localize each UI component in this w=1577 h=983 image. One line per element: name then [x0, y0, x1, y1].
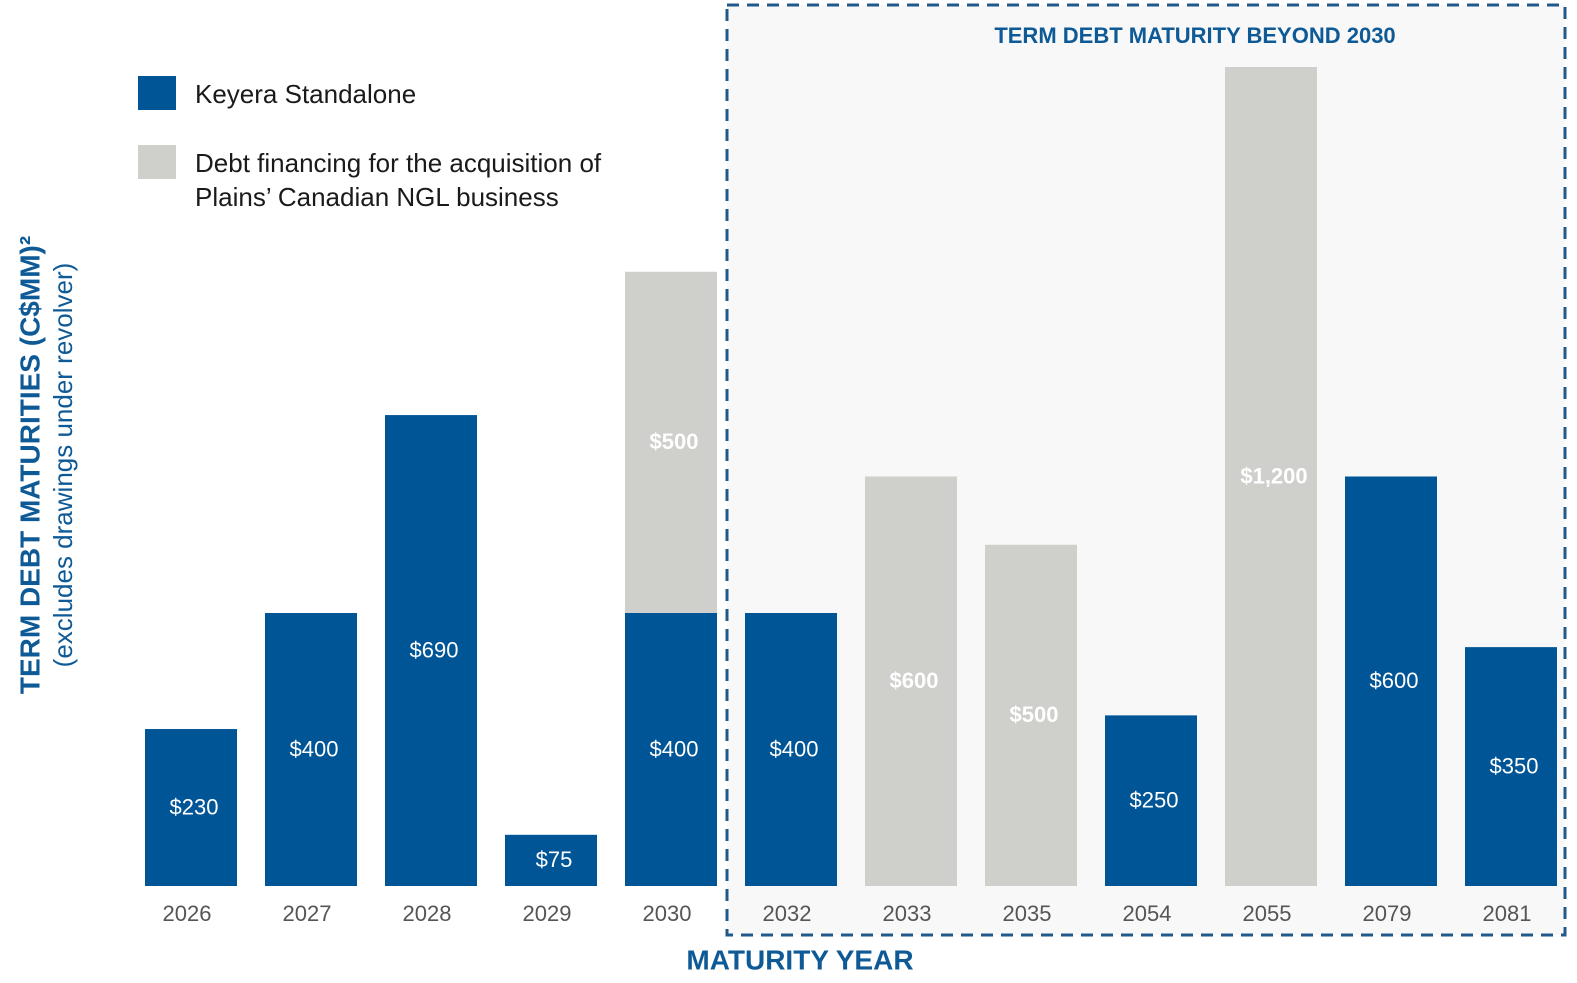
bar-segment — [505, 834, 597, 886]
bar-segment — [1345, 476, 1437, 886]
data-label: $690 — [410, 637, 459, 662]
legend-label: Keyera Standalone — [195, 79, 417, 109]
data-label: $400 — [290, 736, 339, 761]
x-tick-label: 2027 — [283, 901, 332, 926]
x-tick-label: 2035 — [1003, 901, 1052, 926]
x-tick-label: 2055 — [1243, 901, 1292, 926]
data-label: $400 — [650, 736, 699, 761]
bar-segment — [1465, 647, 1557, 886]
data-label: $75 — [536, 847, 573, 872]
y-axis-subtitle: (excludes drawings under revolver) — [48, 263, 78, 668]
data-label: $230 — [170, 794, 219, 819]
data-label: $500 — [1010, 702, 1059, 727]
data-label: $500 — [650, 429, 699, 454]
x-tick-label: 2030 — [643, 901, 692, 926]
bar-segment — [1105, 715, 1197, 886]
x-tick-label: 2079 — [1363, 901, 1412, 926]
data-label: $350 — [1490, 753, 1539, 778]
bar-segment — [265, 613, 357, 886]
legend-label: Debt financing for the acquisition of Pl… — [195, 148, 602, 212]
bar-segment — [1225, 67, 1317, 886]
data-label: $600 — [890, 668, 939, 693]
bar-segment — [745, 613, 837, 886]
data-label: $1,200 — [1240, 463, 1307, 488]
x-tick-label: 2026 — [163, 901, 212, 926]
data-label: $400 — [770, 736, 819, 761]
y-axis-title: TERM DEBT MATURITIES (C$MM)² — [14, 236, 45, 694]
x-tick-label: 2033 — [883, 901, 932, 926]
annotation: TERM DEBT MATURITY BEYOND 2030 — [994, 23, 1395, 48]
legend-swatch — [138, 76, 176, 110]
bar-segment — [625, 613, 717, 886]
bar-segment — [385, 415, 477, 886]
x-tick-label: 2032 — [763, 901, 812, 926]
legend-swatch — [138, 145, 176, 179]
x-tick-label: 2081 — [1483, 901, 1532, 926]
data-label: $250 — [1130, 788, 1179, 813]
x-tick-label: 2054 — [1123, 901, 1172, 926]
x-axis-title: MATURITY YEAR — [686, 944, 913, 975]
x-tick-label: 2029 — [523, 901, 572, 926]
x-tick-label: 2028 — [403, 901, 452, 926]
bar-segment — [865, 476, 957, 886]
data-label: $600 — [1370, 668, 1419, 693]
bar-segment — [625, 271, 717, 613]
bar-segment — [145, 729, 237, 886]
bar-segment — [985, 544, 1077, 886]
